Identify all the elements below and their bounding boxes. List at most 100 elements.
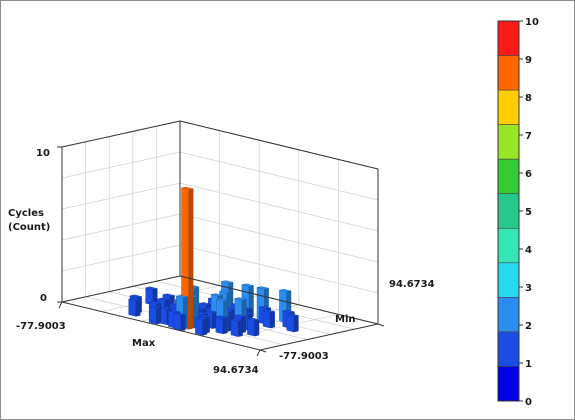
bar-side-face (180, 314, 186, 332)
colorbar-band (497, 331, 520, 367)
bar-side-face (254, 319, 260, 337)
y-tick-mark (377, 323, 385, 327)
colorbar-tick-label: 4 (525, 245, 532, 256)
bar (262, 309, 275, 329)
bar (181, 186, 194, 330)
bar-top-face (259, 305, 271, 310)
colorbar-band (497, 89, 520, 125)
bar-top-face (219, 289, 232, 294)
bar-top-face (215, 315, 228, 319)
z-axis-label-line2: (Count) (8, 222, 50, 233)
box-edge (179, 275, 379, 325)
grid-line (61, 182, 181, 210)
bar-top-face (149, 301, 161, 305)
bar-side-face (202, 318, 208, 336)
bar-top-face (157, 297, 170, 301)
bar (195, 316, 208, 336)
colorbar-band (497, 158, 520, 195)
y-axis-label: Min (335, 314, 356, 325)
bar-top-face (168, 309, 181, 314)
x-tick-mark (256, 349, 261, 357)
z-axis-label-line1: Cycles (8, 208, 44, 219)
bar-side-face (188, 188, 194, 330)
bar-side-face (156, 307, 162, 325)
grid-line (179, 244, 379, 294)
colorbar-band (497, 297, 520, 333)
bar-top-face (286, 313, 299, 317)
colorbar-band (497, 193, 520, 229)
bar-side-face (270, 311, 275, 329)
colorbar-tick-label: 10 (525, 17, 539, 28)
bar-group (128, 186, 299, 337)
bar-front-face (230, 319, 239, 337)
x-axis-max-label: 94.6734 (213, 365, 259, 376)
bar-top-face (279, 288, 292, 293)
bar-side-face (222, 317, 228, 335)
z-tick-min: 0 (40, 293, 47, 304)
bar-top-face (221, 280, 234, 284)
bar-top-face (149, 305, 161, 309)
colorbar-tick-label: 3 (525, 283, 532, 294)
colorbar-tick-label: 9 (525, 55, 532, 66)
colorbar-band (497, 124, 520, 160)
colorbar-band (497, 20, 520, 56)
bar-top-face (197, 314, 210, 318)
x-axis-min-label: -77.9003 (16, 321, 66, 332)
bar-front-face (262, 310, 271, 329)
y-axis-min-label: -77.9003 (279, 351, 329, 362)
bar (230, 318, 243, 337)
colorbar-tick-label: 5 (525, 207, 532, 218)
grid-line (61, 244, 181, 272)
bar-top-face (199, 302, 211, 306)
bar (215, 315, 228, 335)
bar-top-face (176, 294, 188, 299)
bar-top-face (263, 309, 275, 313)
bar-top-face (159, 306, 172, 310)
bar-top-face (181, 186, 194, 190)
bar-front-face (195, 317, 203, 336)
grid-line (179, 182, 379, 232)
y-tick-mark (259, 349, 267, 353)
bar-front-face (215, 316, 224, 335)
bar-top-face (128, 297, 141, 302)
bar-top-face (145, 286, 158, 290)
colorbar-tick-label: 7 (525, 131, 532, 142)
bar (128, 297, 141, 317)
grid-line (179, 213, 379, 263)
bar-top-face (234, 314, 246, 318)
bar-top-face (195, 311, 208, 315)
bar-top-face (282, 309, 295, 314)
bar (148, 305, 162, 325)
box-axes (57, 120, 385, 357)
colorbar-band (497, 55, 520, 91)
bar-top-face (241, 283, 254, 287)
bar-top-face (173, 312, 186, 316)
colorbar-tick-label: 0 (525, 397, 532, 408)
colorbar-band (497, 227, 520, 264)
bar-front-face (148, 306, 157, 325)
bar-top-face (230, 318, 243, 322)
x-tick-mark (58, 301, 63, 309)
bar-top-face (211, 293, 223, 297)
grid-line (61, 151, 181, 179)
bar-front-face (286, 314, 295, 333)
bar-side-face (135, 299, 141, 317)
bar-side-face (237, 319, 243, 337)
z-tick-max: 10 (36, 148, 50, 159)
box-edge (61, 301, 261, 351)
bar-side-face (293, 315, 299, 333)
bar-front-face (173, 313, 182, 332)
colorbar-band (497, 366, 520, 402)
bar-top-face (129, 294, 142, 298)
grid-line (61, 213, 181, 241)
box-edge (61, 275, 181, 303)
bar (247, 317, 260, 337)
bar-front-face (128, 298, 137, 317)
bar-top-face (216, 298, 229, 302)
bar-top-face (247, 317, 260, 321)
bar-top-face (195, 316, 208, 321)
bar-top-face (162, 293, 175, 297)
